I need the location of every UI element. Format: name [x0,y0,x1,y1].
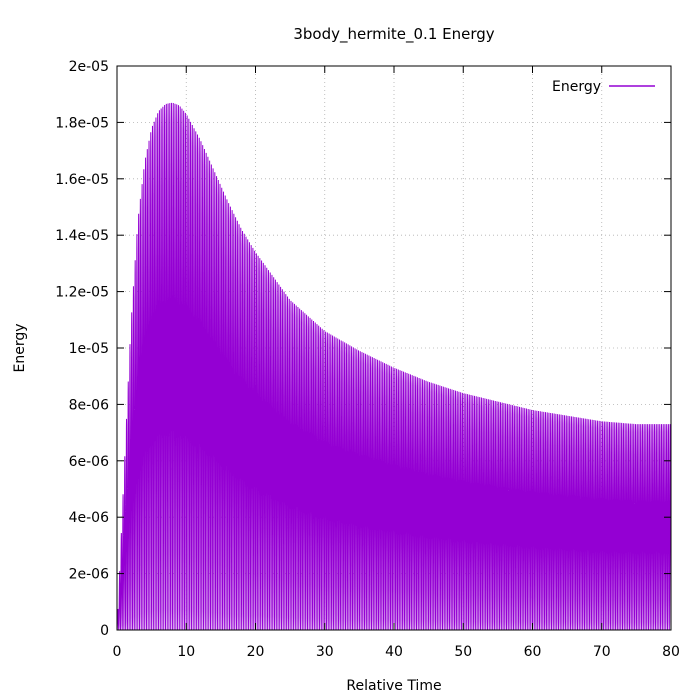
y-tick-label: 1e-05 [69,341,109,357]
x-tick-label: 50 [454,644,472,660]
x-tick-label: 30 [316,644,334,660]
x-axis-title: Relative Time [346,678,441,694]
x-tick-label: 80 [662,644,680,660]
y-tick-label: 1.6e-05 [55,172,109,188]
y-tick-label: 6e-06 [69,454,109,470]
y-tick-label: 2e-06 [69,567,109,583]
x-tick-label: 10 [177,644,195,660]
axis-ticks [116,65,672,631]
chart-title: 3body_hermite_0.1 Energy [293,25,494,44]
y-tick-label: 0 [100,623,109,639]
y-tick-label: 1.8e-05 [55,115,109,131]
x-tick-label: 40 [385,644,403,660]
y-tick-label: 1.2e-05 [55,285,109,301]
y-tick-labels: 0 2e-06 4e-06 6e-06 8e-06 1e-05 1.2e-05 1.4e-05… [55,59,109,639]
x-tick-label: 60 [524,644,542,660]
legend: Energy [552,79,655,95]
legend-label-energy: Energy [552,79,601,95]
x-tick-label: 20 [247,644,265,660]
x-tick-labels: 0 10 20 30 40 50 60 70 80 [113,644,680,660]
x-tick-label: 70 [593,644,611,660]
y-axis-title: Energy [12,323,28,372]
y-tick-label: 8e-06 [69,397,109,413]
y-tick-label: 4e-06 [69,510,109,526]
x-tick-label: 0 [113,644,122,660]
y-tick-label: 2e-05 [69,59,109,75]
y-tick-label: 1.4e-05 [55,228,109,244]
